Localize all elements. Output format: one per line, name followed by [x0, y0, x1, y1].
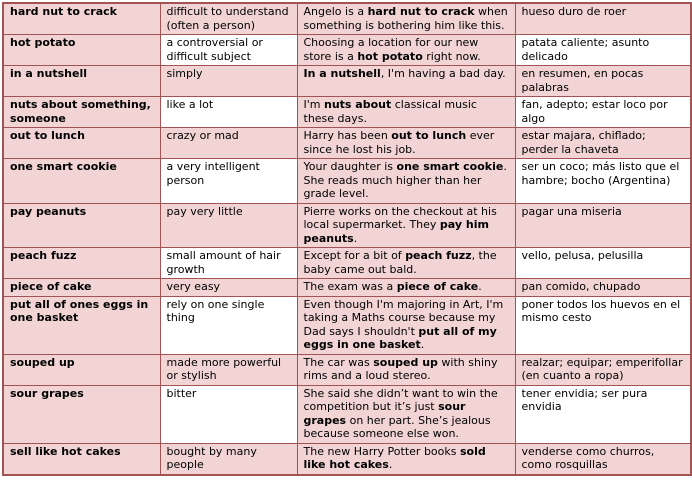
table-row: put all of ones eggs in one basket rely … — [2, 295, 692, 355]
example-cell: Harry has been out to lunch ever since h… — [296, 127, 516, 159]
example-cell: The car was souped up with shiny rims an… — [296, 353, 516, 386]
example-cell: Angelo is a hard nut to crack when somet… — [296, 2, 516, 35]
idiom-cell: pay peanuts — [2, 202, 161, 248]
idiom-cell: souped up — [2, 353, 161, 386]
table-row: in a nutshell simply In a nutshell, I'm … — [2, 65, 692, 97]
idiom-cell: sour grapes — [2, 384, 161, 444]
idiom-cell: piece of cake — [2, 278, 161, 297]
translation-cell: patata caliente; asunto delicado — [514, 34, 692, 66]
idiom-cell: put all of ones eggs in one basket — [2, 295, 161, 355]
example-cell: I'm nuts about classical music these day… — [296, 96, 516, 128]
table-row: hot potato a controversial or difficult … — [2, 34, 692, 66]
table-row: hard nut to crack difficult to understan… — [2, 2, 692, 35]
translation-cell: realzar; equipar; emperifollar (en cuant… — [514, 353, 692, 386]
translation-cell: fan, adepto; estar loco por algo — [514, 96, 692, 128]
translation-cell: hueso duro de roer — [514, 2, 692, 35]
definition-cell: a very intelligent person — [159, 158, 298, 204]
table-row: pay peanuts pay very little Pierre works… — [2, 202, 692, 248]
definition-cell: made more powerful or stylish — [159, 353, 298, 386]
definition-cell: small amount of hair growth — [159, 247, 298, 279]
definition-cell: very easy — [159, 278, 298, 297]
translation-cell: venderse como churros, como rosquillas — [514, 442, 692, 475]
definition-cell: crazy or mad — [159, 127, 298, 159]
translation-cell: estar majara, chiflado; perder la chavet… — [514, 127, 692, 159]
definition-cell: pay very little — [159, 202, 298, 248]
example-cell: In a nutshell, I'm having a bad day. — [296, 65, 516, 97]
idiom-cell: out to lunch — [2, 127, 161, 159]
definition-cell: bought by many people — [159, 442, 298, 475]
translation-cell: poner todos los huevos en el mismo cesto — [514, 295, 692, 355]
translation-cell: vello, pelusa, pelusilla — [514, 247, 692, 279]
table-row: souped up made more powerful or stylish … — [2, 353, 692, 386]
idioms-table: hard nut to crack difficult to understan… — [2, 2, 692, 476]
idiom-cell: hard nut to crack — [2, 2, 161, 35]
example-cell: The exam was a piece of cake. — [296, 278, 516, 297]
idiom-cell: peach fuzz — [2, 247, 161, 279]
definition-cell: difficult to understand (often a person) — [159, 2, 298, 35]
definition-cell: simply — [159, 65, 298, 97]
table-row: nuts about something, someone like a lot… — [2, 96, 692, 128]
idioms-table-body: hard nut to crack difficult to understan… — [2, 2, 692, 475]
table-row: sell like hot cakes bought by many peopl… — [2, 442, 692, 475]
example-cell: She said she didn’t want to win the comp… — [296, 384, 516, 444]
example-cell: Even though I'm majoring in Art, I'm tak… — [296, 295, 516, 355]
translation-cell: pagar una miseria — [514, 202, 692, 248]
translation-cell: tener envidia; ser pura envidia — [514, 384, 692, 444]
example-cell: Pierre works on the checkout at his loca… — [296, 202, 516, 248]
definition-cell: bitter — [159, 384, 298, 444]
definition-cell: rely on one single thing — [159, 295, 298, 355]
idiom-cell: sell like hot cakes — [2, 442, 161, 475]
example-cell: Your daughter is one smart cookie. She r… — [296, 158, 516, 204]
example-cell: Except for a bit of peach fuzz, the baby… — [296, 247, 516, 279]
table-row: piece of cake very easy The exam was a p… — [2, 278, 692, 297]
idiom-cell: one smart cookie — [2, 158, 161, 204]
table-row: one smart cookie a very intelligent pers… — [2, 158, 692, 204]
table-row: out to lunch crazy or mad Harry has been… — [2, 127, 692, 159]
definition-cell: like a lot — [159, 96, 298, 128]
translation-cell: pan comido, chupado — [514, 278, 692, 297]
table-row: sour grapes bitter She said she didn’t w… — [2, 384, 692, 444]
definition-cell: a controversial or difficult subject — [159, 34, 298, 66]
idiom-cell: hot potato — [2, 34, 161, 66]
translation-cell: ser un coco; más listo que el hambre; bo… — [514, 158, 692, 204]
idiom-cell: in a nutshell — [2, 65, 161, 97]
example-cell: Choosing a location for our new store is… — [296, 34, 516, 66]
table-row: peach fuzz small amount of hair growth E… — [2, 247, 692, 279]
example-cell: The new Harry Potter books sold like hot… — [296, 442, 516, 475]
translation-cell: en resumen, en pocas palabras — [514, 65, 692, 97]
idiom-cell: nuts about something, someone — [2, 96, 161, 128]
